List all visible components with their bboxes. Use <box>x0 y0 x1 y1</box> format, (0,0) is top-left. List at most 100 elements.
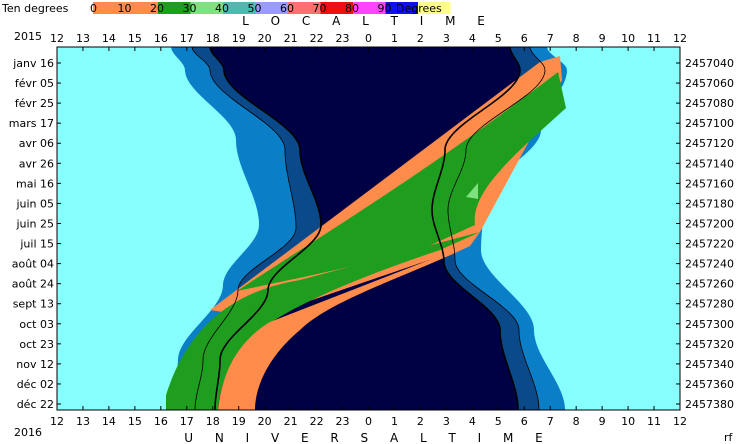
x-tick-label-bottom: 14 <box>102 415 116 428</box>
legend-value: 80 <box>345 2 359 15</box>
y-tick-label-julian: 2457380 <box>685 398 734 411</box>
x-tick-label-top: 6 <box>521 32 528 45</box>
x-tick-label-top: 17 <box>180 32 194 45</box>
y-tick-label-date: juin 25 <box>15 217 54 230</box>
legend-value: 50 <box>248 2 262 15</box>
y-tick-label-julian: 2457120 <box>685 137 734 150</box>
legend-swatch <box>190 2 223 14</box>
x-tick-label-top: 23 <box>336 32 350 45</box>
legend-swatch <box>320 2 353 14</box>
legend-value: 70 <box>313 2 327 15</box>
x-tick-label-bottom: 1 <box>391 415 398 428</box>
x-tick-label-top: 18 <box>206 32 220 45</box>
twilight-boundary-left <box>191 46 297 411</box>
x-tick-label-top: 0 <box>365 32 372 45</box>
y-tick-label-date: févr 05 <box>15 77 54 90</box>
y-tick-label-date: nov 12 <box>16 358 54 371</box>
x-tick-label-top: 14 <box>102 32 116 45</box>
x-tick-label-bottom: 12 <box>673 415 687 428</box>
legend-swatch <box>255 2 288 14</box>
x-tick-label-bottom: 11 <box>647 415 661 428</box>
x-tick-label-bottom: 8 <box>573 415 580 428</box>
x-tick-label-bottom: 5 <box>495 415 502 428</box>
y-tick-label-julian: 2457320 <box>685 338 734 351</box>
y-tick-label-date: déc 02 <box>17 378 54 391</box>
y-tick-label-date: avr 06 <box>19 137 54 150</box>
legend-value: 10 <box>118 2 132 15</box>
legend-swatch <box>93 2 126 14</box>
legend-value: 60 <box>280 2 294 15</box>
x-tick-label-top: 16 <box>154 32 168 45</box>
legend-value: 30 <box>183 2 197 15</box>
x-tick-label-bottom: 23 <box>336 415 350 428</box>
x-tick-label-top: 5 <box>495 32 502 45</box>
y-tick-label-date: août 04 <box>12 258 54 271</box>
y-tick-label-date: oct 03 <box>19 318 54 331</box>
y-tick-label-julian: 2457280 <box>685 298 734 311</box>
legend-value: 40 <box>215 2 229 15</box>
x-tick-label-top: 13 <box>76 32 90 45</box>
altitude-band-low-setting <box>218 246 470 410</box>
x-tick-label-bottom: 0 <box>365 415 372 428</box>
y-tick-label-date: déc 22 <box>17 398 54 411</box>
x-tick-label-top: 4 <box>469 32 476 45</box>
legend-title-degrees: Degrees <box>396 2 442 15</box>
night-boundary-right <box>431 46 521 411</box>
legend-value: 20 <box>150 2 164 15</box>
x-tick-label-top: 12 <box>50 32 64 45</box>
y-tick-label-julian: 2457260 <box>685 278 734 291</box>
y-tick-label-date: avr 26 <box>19 157 54 170</box>
x-tick-label-bottom: 7 <box>547 415 554 428</box>
y-tick-label-julian: 2457180 <box>685 197 734 210</box>
x-tick-label-bottom: 3 <box>443 415 450 428</box>
y-tick-label-date: mai 16 <box>16 177 54 190</box>
y-tick-label-julian: 2457300 <box>685 318 734 331</box>
legend-value: 0 <box>90 2 97 15</box>
y-tick-label-julian: 2457080 <box>685 97 734 110</box>
y-tick-label-date: août 24 <box>12 278 54 291</box>
x-tick-label-top: 20 <box>258 32 272 45</box>
x-tick-label-bottom: 20 <box>258 415 272 428</box>
y-tick-label-julian: 2457100 <box>685 117 734 130</box>
x-tick-label-top: 8 <box>573 32 580 45</box>
x-tick-label-top: 11 <box>647 32 661 45</box>
x-tick-label-bottom: 4 <box>469 415 476 428</box>
year-top: 2015 <box>14 30 42 43</box>
x-axis-title-bottom: U N I V E R S A L T I M E <box>184 431 552 444</box>
legend-value: 90 <box>378 2 392 15</box>
x-tick-label-top: 22 <box>310 32 324 45</box>
legend-swatch <box>158 2 191 14</box>
y-tick-label-date: juil 15 <box>19 238 54 251</box>
x-tick-label-bottom: 22 <box>310 415 324 428</box>
y-tick-label-date: oct 23 <box>19 338 54 351</box>
y-tick-label-julian: 2457240 <box>685 258 734 271</box>
y-tick-label-julian: 2457140 <box>685 157 734 170</box>
twilight-boundary-right <box>447 46 546 411</box>
y-tick-label-julian: 2457040 <box>685 57 734 70</box>
y-tick-label-julian: 2457220 <box>685 238 734 251</box>
y-tick-label-julian: 2457160 <box>685 177 734 190</box>
legend-title-ten-degrees: Ten degrees <box>1 2 69 15</box>
x-tick-label-bottom: 10 <box>621 415 635 428</box>
night-boundary-left <box>209 46 322 411</box>
year-bottom: 2016 <box>14 426 42 439</box>
altitude-band-high <box>466 183 478 199</box>
y-tick-label-date: févr 25 <box>15 97 54 110</box>
x-tick-label-top: 19 <box>232 32 246 45</box>
x-tick-label-bottom: 18 <box>206 415 220 428</box>
x-tick-label-bottom: 13 <box>76 415 90 428</box>
y-tick-label-julian: 2457360 <box>685 378 734 391</box>
rf-mark: rf <box>724 431 734 444</box>
x-tick-label-bottom: 2 <box>417 415 424 428</box>
x-axis-title-top: L O C A L T I M E <box>242 14 494 28</box>
y-tick-label-date: juin 05 <box>15 197 54 210</box>
x-tick-label-bottom: 12 <box>50 415 64 428</box>
x-tick-label-bottom: 21 <box>284 415 298 428</box>
y-tick-label-julian: 2457200 <box>685 217 734 230</box>
x-tick-label-bottom: 19 <box>232 415 246 428</box>
x-tick-label-top: 2 <box>417 32 424 45</box>
legend-swatch <box>353 2 386 14</box>
altitude-band-mid-rising <box>237 72 566 291</box>
x-tick-label-bottom: 15 <box>128 415 142 428</box>
